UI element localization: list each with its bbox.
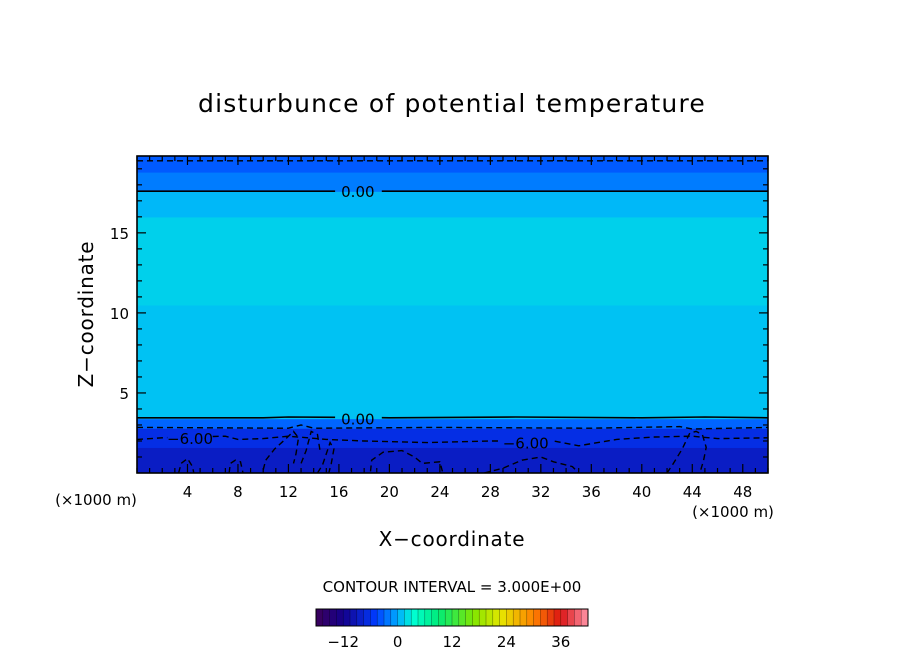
- colorbar-cell-7: [363, 609, 371, 626]
- contour-lines: [137, 160, 768, 473]
- colorbar-cell-19: [445, 609, 453, 626]
- colorbar-tick-label-3: 24: [497, 633, 516, 651]
- contour-line-1-1: [381, 416, 768, 419]
- contour-line-5-0: [262, 430, 300, 470]
- x-tick-label-8: 8: [233, 483, 243, 501]
- x-axis-ticks: 4 8 12 16 20 24 28 32 36 40 44 48: [136, 156, 769, 501]
- contour-line-8-0: [369, 449, 444, 472]
- x-tick-label-36: 36: [582, 483, 601, 501]
- colorbar-cell-13: [404, 609, 412, 626]
- contour-labels: 0.00 0.00 −6.00 −6.00: [167, 183, 549, 452]
- x-unit-left: (×1000 m): [55, 491, 137, 509]
- colorbar-cell-28: [506, 609, 514, 626]
- colorbar-cell-5: [350, 609, 358, 626]
- colorbar-cell-27: [499, 609, 507, 626]
- contour-interval-text: CONTOUR INTERVAL = 3.000E+00: [323, 578, 582, 596]
- x-tick-label-40: 40: [632, 483, 651, 501]
- colorbar-cell-10: [384, 609, 392, 626]
- colorbar-cell-31: [526, 609, 534, 626]
- chart-title: disturbunce of potential temperature: [198, 89, 706, 118]
- x-tick-label-20: 20: [380, 483, 399, 501]
- colorbar-tick-label-2: 12: [442, 633, 461, 651]
- x-tick-label-4: 4: [183, 483, 193, 501]
- y-tick-label-5: 5: [119, 385, 129, 403]
- colorbar-cell-16: [424, 609, 432, 626]
- colorbar-cell-23: [472, 609, 480, 626]
- colorbar-cell-8: [370, 609, 378, 626]
- y-axis-ticks: 5 10 15: [110, 168, 768, 458]
- colorbar-cell-33: [540, 609, 548, 626]
- colorbar-cell-0: [316, 609, 324, 626]
- y-axis-label: Z−coordinate: [74, 241, 98, 388]
- colorbar-cell-11: [390, 609, 398, 626]
- field-band-1: [137, 428, 768, 448]
- x-tick-label-44: 44: [683, 483, 702, 501]
- colorbar-cell-21: [458, 609, 466, 626]
- x-tick-label-28: 28: [481, 483, 500, 501]
- colorbar-cell-30: [520, 609, 528, 626]
- colorbar-cell-1: [322, 609, 330, 626]
- x-tick-label-16: 16: [329, 483, 348, 501]
- colorbar-tick-labels: −12 0 12 24 36: [327, 633, 570, 651]
- x-tick-label-12: 12: [279, 483, 298, 501]
- field-band-6: [137, 172, 768, 192]
- colorbar-tick-label-0: −12: [327, 633, 359, 651]
- colorbar-cell-24: [479, 609, 487, 626]
- contour-label-3: −6.00: [503, 435, 549, 453]
- colorbar-cell-25: [486, 609, 494, 626]
- colorbar-cell-34: [547, 609, 555, 626]
- contour-label-0: 0.00: [341, 183, 374, 201]
- colorbar-cell-26: [492, 609, 500, 626]
- contour-line-3-0: [137, 424, 768, 430]
- x-tick-label-24: 24: [430, 483, 449, 501]
- contour-label-2: −6.00: [167, 430, 213, 448]
- field-band-2: [137, 418, 768, 429]
- contour-line-9-0: [483, 456, 580, 473]
- colorbar-cell-20: [452, 609, 460, 626]
- colorbar-cell-12: [397, 609, 405, 626]
- field-shading: [137, 156, 768, 473]
- colorbar-tick-label-1: 0: [393, 633, 403, 651]
- colorbar-cell-32: [533, 609, 541, 626]
- colorbar-cell-37: [567, 609, 575, 626]
- colorbar-cell-39: [581, 609, 589, 626]
- contour-line-1-0: [137, 416, 336, 419]
- colorbar-cell-2: [329, 609, 337, 626]
- colorbar: [315, 608, 589, 627]
- contour-line-4-1: [212, 435, 500, 444]
- contour-line-12-0: [228, 459, 244, 473]
- colorbar-cell-36: [560, 609, 568, 626]
- colorbar-cell-9: [377, 609, 385, 626]
- colorbar-cell-6: [356, 609, 364, 626]
- contour-line-7-0: [316, 440, 335, 473]
- colorbar-frame: [315, 608, 589, 627]
- x-tick-label-48: 48: [733, 483, 752, 501]
- colorbar-tick-label-4: 36: [551, 633, 570, 651]
- colorbar-cell-18: [438, 609, 446, 626]
- colorbar-cell-38: [574, 609, 582, 626]
- colorbar-cell-29: [513, 609, 521, 626]
- colorbar-cell-22: [465, 609, 473, 626]
- x-axis-label: X−coordinate: [379, 527, 526, 551]
- field-band-4: [137, 216, 768, 306]
- x-tick-label-32: 32: [531, 483, 550, 501]
- contour-line-4-2: [554, 435, 768, 447]
- y-tick-label-10: 10: [110, 305, 129, 323]
- contour-label-1: 0.00: [341, 411, 374, 429]
- field-band-5: [137, 191, 768, 218]
- contour-line-10-0: [666, 430, 707, 473]
- field-band-3: [137, 304, 768, 420]
- x-unit-right: (×1000 m): [692, 503, 774, 521]
- colorbar-cell-15: [418, 609, 426, 626]
- colorbar-cell-3: [336, 609, 344, 626]
- colorbar-cell-4: [343, 609, 351, 626]
- colorbar-cell-17: [431, 609, 439, 626]
- y-tick-label-15: 15: [110, 225, 129, 243]
- colorbar-cell-35: [554, 609, 562, 626]
- contour-line-4-0: [137, 436, 168, 441]
- colorbar-cell-14: [411, 609, 419, 626]
- contour-line-6-0: [300, 430, 321, 464]
